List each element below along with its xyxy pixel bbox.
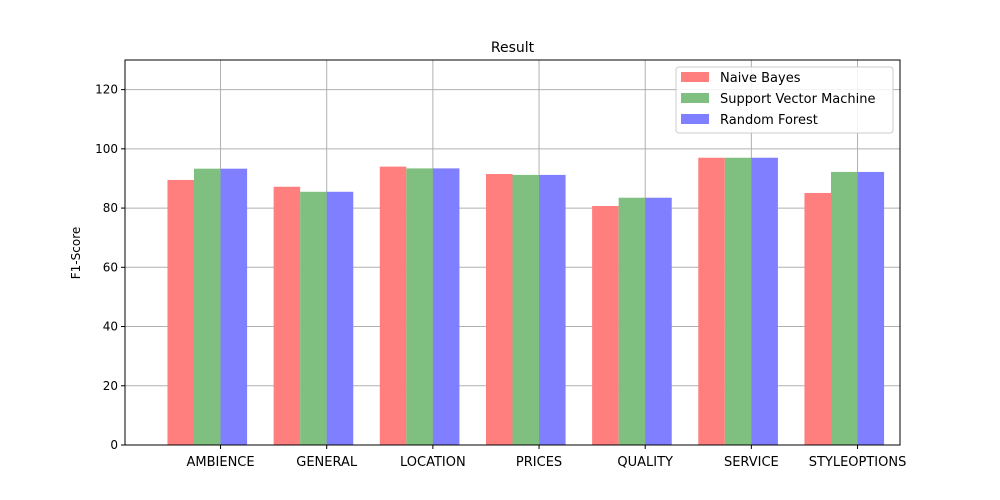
- y-axis-label: F1-Score: [69, 227, 83, 279]
- bar-support-vector-machine-prices: [512, 174, 540, 445]
- bar-naive-bayes-location: [379, 166, 407, 445]
- bar-random-forest-general: [326, 191, 354, 445]
- y-tick-label: 120: [95, 83, 118, 97]
- chart-title: Result: [491, 40, 535, 56]
- bar-naive-bayes-general: [273, 186, 301, 445]
- x-tick-label: PRICES: [516, 455, 562, 470]
- legend-swatch: [681, 93, 709, 103]
- x-axis: AMBIENCE GENERAL LOCATION PRICES QUALITY SERV…: [187, 445, 907, 470]
- bar-support-vector-machine-styleoptions: [830, 171, 858, 445]
- bar-support-vector-machine-service: [724, 157, 752, 445]
- bar-support-vector-machine-location: [406, 168, 433, 445]
- y-tick-label: 20: [103, 379, 118, 393]
- bar-support-vector-machine-general: [300, 191, 327, 445]
- bar-random-forest-quality: [645, 197, 672, 445]
- bar-naive-bayes-prices: [485, 174, 513, 445]
- x-tick-label: QUALITY: [617, 455, 673, 470]
- bars: [167, 157, 885, 445]
- x-tick-label: AMBIENCE: [187, 455, 255, 470]
- y-tick-label: 0: [110, 438, 118, 452]
- bar-support-vector-machine-quality: [618, 197, 646, 445]
- legend-swatch: [681, 72, 709, 82]
- legend-swatch: [681, 114, 709, 124]
- bar-naive-bayes-service: [698, 157, 725, 445]
- bar-naive-bayes-quality: [592, 206, 619, 445]
- bar-support-vector-machine-ambience: [194, 168, 221, 445]
- legend-frame: [675, 66, 894, 134]
- bar-naive-bayes-styleoptions: [804, 192, 831, 445]
- bar-random-forest-styleoptions: [857, 171, 885, 445]
- legend-label: Random Forest: [720, 113, 818, 128]
- legend-label: Naive Bayes: [720, 71, 801, 86]
- x-tick-label: STYLEOPTIONS: [809, 455, 907, 470]
- x-tick-label: SERVICE: [724, 455, 779, 470]
- y-tick-label: 40: [103, 320, 118, 334]
- y-axis: 0 20 40 60 80 100 120: [95, 83, 125, 452]
- y-tick-label: 100: [95, 142, 118, 156]
- x-tick-label: LOCATION: [400, 455, 466, 470]
- bar-random-forest-ambience: [220, 168, 248, 445]
- legend: Naive Bayes Support Vector Machine Random …: [675, 66, 894, 134]
- y-tick-label: 80: [103, 201, 118, 215]
- legend-label: Support Vector Machine: [720, 92, 876, 107]
- y-tick-label: 60: [103, 260, 118, 274]
- bar-random-forest-prices: [539, 174, 566, 445]
- bar-naive-bayes-ambience: [167, 179, 195, 445]
- bar-random-forest-location: [432, 168, 460, 445]
- bar-random-forest-service: [751, 157, 778, 445]
- x-tick-label: GENERAL: [296, 455, 358, 470]
- plot-frame: [124, 59, 901, 446]
